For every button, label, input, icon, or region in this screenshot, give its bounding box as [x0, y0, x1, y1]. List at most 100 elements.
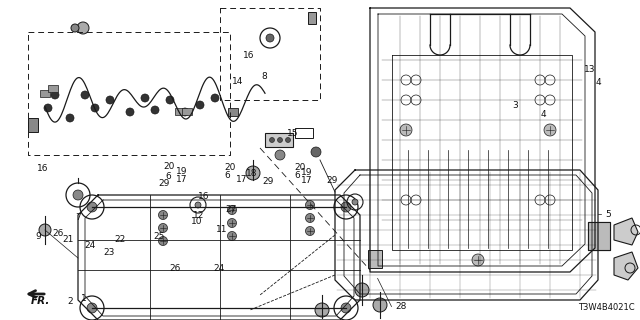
Bar	[588, 222, 610, 250]
Text: 28: 28	[396, 302, 407, 311]
Circle shape	[71, 24, 79, 32]
Bar	[228, 108, 238, 116]
Text: 29: 29	[262, 177, 274, 186]
Bar	[265, 133, 293, 147]
Text: 19: 19	[176, 167, 188, 176]
Text: FR.: FR.	[30, 296, 50, 306]
Circle shape	[91, 104, 99, 112]
Text: 24: 24	[84, 241, 96, 250]
Circle shape	[211, 94, 219, 102]
Text: 29: 29	[326, 176, 338, 185]
Text: 6: 6	[165, 172, 171, 181]
Circle shape	[81, 91, 89, 99]
Text: 27: 27	[225, 205, 237, 214]
Circle shape	[341, 303, 351, 313]
Polygon shape	[614, 252, 638, 280]
Text: 15: 15	[287, 129, 298, 138]
Bar	[40, 90, 50, 97]
Bar	[295, 128, 313, 138]
Circle shape	[39, 224, 51, 236]
Bar	[48, 85, 58, 92]
Text: 25: 25	[154, 232, 165, 241]
Text: 6: 6	[224, 171, 230, 180]
Circle shape	[181, 108, 189, 116]
Text: 4: 4	[595, 78, 601, 87]
Circle shape	[141, 94, 149, 102]
Text: 16: 16	[37, 164, 49, 173]
Circle shape	[275, 150, 285, 160]
Text: 16: 16	[243, 52, 255, 60]
Text: 2: 2	[67, 297, 73, 306]
Circle shape	[51, 91, 59, 99]
Circle shape	[400, 124, 412, 136]
Text: 22: 22	[114, 235, 125, 244]
Circle shape	[87, 202, 97, 212]
Circle shape	[352, 199, 358, 205]
Bar	[182, 108, 192, 115]
Circle shape	[544, 124, 556, 136]
Text: 29: 29	[159, 179, 170, 188]
Text: 8: 8	[261, 72, 267, 81]
Circle shape	[472, 254, 484, 266]
Text: 21: 21	[63, 235, 74, 244]
Text: 5: 5	[605, 210, 611, 219]
Text: 10: 10	[191, 217, 202, 226]
Circle shape	[66, 114, 74, 122]
Text: 26: 26	[52, 229, 64, 238]
Text: 9: 9	[35, 232, 41, 241]
Text: 11: 11	[216, 225, 228, 234]
Text: 19: 19	[301, 168, 312, 177]
Circle shape	[44, 104, 52, 112]
Text: 1: 1	[81, 294, 87, 303]
Text: 24: 24	[213, 264, 225, 273]
Bar	[368, 250, 382, 268]
Circle shape	[159, 236, 168, 245]
Circle shape	[285, 138, 291, 142]
Circle shape	[305, 213, 314, 222]
Circle shape	[305, 201, 314, 210]
Text: 13: 13	[584, 65, 596, 74]
Text: 3: 3	[512, 101, 518, 110]
Circle shape	[269, 138, 275, 142]
Text: 23: 23	[104, 248, 115, 257]
Text: 14: 14	[232, 77, 243, 86]
Text: 18: 18	[246, 169, 258, 178]
Circle shape	[106, 96, 114, 104]
Circle shape	[77, 22, 89, 34]
Text: 20: 20	[224, 163, 236, 172]
Text: 26: 26	[170, 264, 181, 273]
Bar	[308, 12, 316, 24]
Circle shape	[195, 202, 201, 208]
Circle shape	[227, 219, 237, 228]
Text: 20: 20	[294, 163, 306, 172]
Text: 6: 6	[294, 171, 300, 180]
Polygon shape	[588, 222, 610, 250]
Text: 17: 17	[176, 175, 188, 184]
Text: 4: 4	[541, 110, 547, 119]
Text: 12: 12	[193, 211, 205, 220]
Circle shape	[159, 223, 168, 233]
Circle shape	[341, 202, 351, 212]
Text: T3W4B4021C: T3W4B4021C	[579, 303, 635, 312]
Circle shape	[126, 108, 134, 116]
Circle shape	[373, 298, 387, 312]
Circle shape	[266, 34, 274, 42]
Circle shape	[227, 231, 237, 241]
Text: 16: 16	[198, 192, 210, 201]
Text: 17: 17	[301, 176, 312, 185]
Text: 20: 20	[163, 162, 175, 171]
Circle shape	[151, 106, 159, 114]
Circle shape	[246, 166, 260, 180]
Circle shape	[73, 190, 83, 200]
Text: 17: 17	[236, 175, 247, 184]
Bar	[175, 108, 185, 115]
Text: 7: 7	[76, 213, 81, 222]
Circle shape	[278, 138, 282, 142]
Circle shape	[227, 205, 237, 214]
Circle shape	[159, 211, 168, 220]
Circle shape	[311, 147, 321, 157]
Circle shape	[166, 96, 174, 104]
Circle shape	[315, 303, 329, 317]
Circle shape	[355, 283, 369, 297]
Bar	[28, 118, 38, 132]
